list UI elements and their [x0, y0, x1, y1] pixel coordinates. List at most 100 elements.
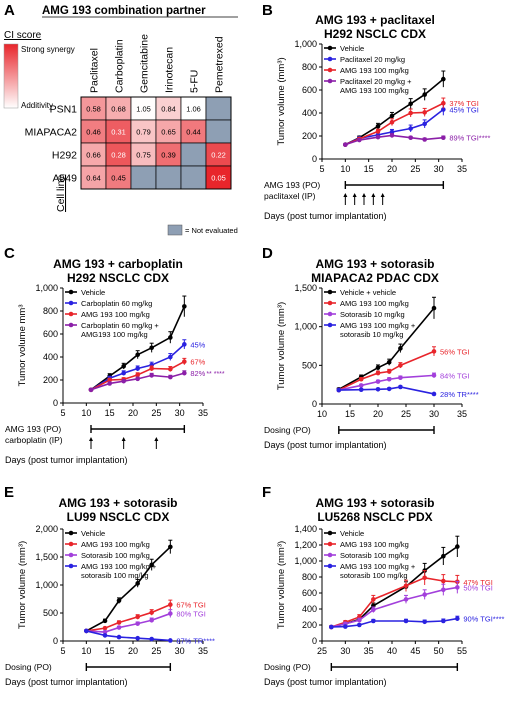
panel-f-series-amg-193-100-mg-kg-point: [371, 597, 376, 602]
panel-b-series-paclitaxel-20-mg-kg-amg-193-100-mg-kg-point: [389, 133, 395, 138]
strong-synergy-label: Strong synergy: [21, 45, 75, 54]
not-evaluated-label: = Not evaluated: [185, 226, 238, 235]
panel-d-legend-label: AMG 193 100 mg/kg +: [340, 321, 416, 330]
panel-d-x-tick-label: 25: [401, 409, 411, 419]
heatmap-title: AMG 193 combination partner: [42, 5, 206, 17]
panel-d-series-vehicle-vehicle-point: [398, 346, 403, 351]
panel-d-x-axis-label: Days (post tumor implantation): [264, 440, 387, 450]
panel-e-x-tick-label: 20: [128, 646, 138, 656]
panel-e-legend-label: AMG 193 100 mg/kg +: [81, 562, 157, 571]
panel-d-legend-label: Sotorasib 10 mg/kg: [340, 310, 405, 319]
panel-f-dosing-row-label: Dosing (PO): [264, 662, 311, 672]
panel-e-series-amg-193-100-mg-kg-sotorasib-100-mg-kg-point: [116, 634, 122, 640]
panel-d-series-amg-193-100-mg-kg-sotorasib-10-mg-kg-point: [358, 387, 364, 392]
panel-e-series-vehicle-line: [85, 546, 171, 632]
panel-b-x-tick-label: 35: [457, 164, 467, 174]
panel-f-title: AMG 193 + sotorasib: [315, 496, 434, 510]
panel-d-legend-label: Vehicle + vehicle: [340, 288, 396, 297]
panel-b-series-paclitaxel-20-mg-kg-amg-193-100-mg-kg-point: [441, 135, 446, 141]
panel-b-dose-arrowhead: [380, 193, 385, 197]
panel-c-x-tick-label: 35: [198, 408, 208, 418]
panel-d-subtitle: MIAPACA2 PDAC CDX: [311, 271, 439, 285]
panel-b-y-tick-label: 0: [312, 154, 317, 164]
panel-c-series-carboplatin-60-mg-kg-amg193-100-mg-kg-point: [121, 378, 126, 384]
panel-d-series-sotorasib-10-mg-kg-point: [431, 373, 437, 378]
panel-d-y-tick-label: 1,000: [294, 322, 317, 332]
panel-b-y-tick-label: 600: [302, 85, 317, 95]
panel-f-x-tick-label: 50: [434, 646, 444, 656]
panel-c-y-tick-label: 1,000: [35, 283, 58, 293]
panel-d-series-vehicle-vehicle-line: [338, 307, 435, 391]
heatmap-col-label-pemetrexed: Pemetrexed: [214, 36, 226, 93]
panel-c-y-tick-label: 200: [43, 375, 58, 385]
panel-e-series-sotorasib-100-mg-kg-point: [102, 629, 108, 635]
panel-b-dose-arrowhead: [343, 193, 348, 197]
panel-d-x-tick-label: 35: [457, 409, 467, 419]
panel-f-y-tick-label: 1,200: [294, 540, 317, 550]
heatmap-row-label-h292: H292: [52, 150, 77, 162]
panel-e-x-tick-label: 25: [151, 646, 161, 656]
panel-c-legend-marker: [68, 311, 74, 317]
panel-e-legend-label: Sotorasib 100 mg/kg: [81, 551, 150, 560]
panel-c-series-carboplatin-60-mg-kg-amg193-100-mg-kg-point: [182, 370, 187, 376]
panel-e-y-tick-label: 500: [43, 608, 58, 618]
panel-f-legend-marker: [327, 530, 333, 536]
panel-f-y-tick-label: 400: [302, 604, 317, 614]
panel-c-series-carboplatin-60-mg-kg-amg193-100-mg-kg-point: [135, 376, 140, 382]
panel-b-y-tick-label: 1,000: [294, 39, 317, 49]
panel-e-x-tick-label: 30: [175, 646, 185, 656]
panel-d-series-sotorasib-10-mg-kg-point: [398, 375, 403, 381]
panel-c-y-tick-label: 800: [43, 306, 58, 316]
panel-d-series-vehicle-vehicle-point: [431, 305, 437, 311]
panel-b-legend-label: Paclitaxel 20 mg/kg +: [340, 77, 412, 86]
not-evaluated-swatch: [167, 224, 183, 236]
panel-f-series-amg-193-100-mg-kg-end-label: 47% TGI: [463, 578, 492, 587]
heatmap-row-label-a549: A549: [52, 173, 77, 185]
heatmap-cell-value: 1.06: [186, 105, 201, 114]
panel-b-series-vehicle-point: [375, 123, 381, 129]
panel-c-dose-arrowhead: [121, 437, 126, 441]
panel-b-x-tick-label: 15: [364, 164, 374, 174]
heatmap-cell-value: 0.22: [211, 151, 226, 160]
panel-f-series-sotorasib-100-mg-kg-point: [441, 587, 446, 593]
panel-e-series-sotorasib-100-mg-kg-point: [168, 611, 173, 616]
panel-e-x-tick-label: 10: [81, 646, 91, 656]
panel-e-legend-label: AMG 193 100 mg/kg: [81, 540, 150, 549]
panel-c-significance: ** ****: [206, 371, 225, 378]
panel-f-legend-marker: [327, 541, 333, 547]
panel-d-series-amg-193-100-mg-kg-point: [375, 370, 381, 376]
panel-b-series-vehicle-point: [408, 101, 413, 107]
heatmap-cell-value: 0.64: [86, 174, 101, 183]
panel-e-series-amg-193-100-mg-kg-sotorasib-100-mg-kg-point: [102, 633, 108, 638]
panel-e-series-amg-193-100-mg-kg-point: [116, 620, 122, 625]
panel-c-subtitle: H292 NSCLC CDX: [67, 271, 169, 285]
panel-letter-e: E: [4, 484, 14, 501]
panel-b-series-amg-193-100-mg-kg-point: [408, 110, 413, 116]
panel-c-y-tick-label: 600: [43, 329, 58, 339]
panel-e-series-vehicle-point: [168, 544, 173, 550]
panel-d-series-sotorasib-10-mg-kg-point: [386, 376, 392, 382]
panel-e-subtitle: LU99 NSCLC CDX: [67, 510, 170, 524]
panel-f-y-tick-label: 1,000: [294, 556, 317, 566]
panel-c-series-carboplatin-60-mg-kg-amg193-100-mg-kg-point: [168, 374, 173, 380]
panel-c-legend-marker: [68, 289, 74, 295]
heatmap-cell: [180, 142, 207, 167]
panel-b-series-paclitaxel-20-mg-kg-amg-193-100-mg-kg-point: [422, 137, 427, 142]
panel-e-series-vehicle-point: [102, 618, 108, 624]
heatmap-cell-value: 1.05: [136, 105, 151, 114]
panel-c-dose-arrowhead: [89, 437, 93, 441]
panel-d-series-vehicle-vehicle-point: [386, 359, 392, 365]
panel-c-series-carboplatin-60-mg-kg-amg193-100-mg-kg-point: [88, 387, 94, 393]
panel-e-dosing-row-label: Dosing (PO): [5, 662, 52, 672]
panel-c-series-carboplatin-60-mg-kg-point: [168, 354, 173, 360]
panel-d-series-amg-193-100-mg-kg-end-label: 56% TGI: [440, 347, 469, 356]
panel-f-series-amg-193-100-mg-kg-point: [441, 578, 446, 584]
panel-c-series-carboplatin-60-mg-kg-end-label: 45%: [190, 340, 205, 349]
panel-b-series-amg-193-100-mg-kg-point: [389, 119, 395, 125]
panel-f-series-sotorasib-100-mg-kg-point: [422, 592, 427, 597]
panel-b-series-vehicle-point: [422, 92, 427, 97]
panel-d-x-tick-label: 30: [429, 409, 439, 419]
